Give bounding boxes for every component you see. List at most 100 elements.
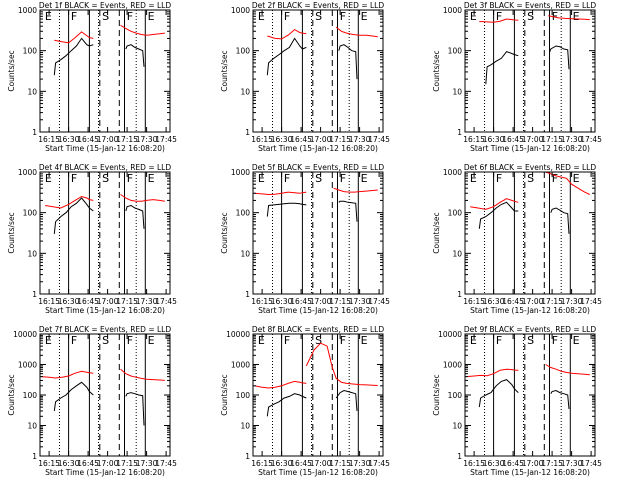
events-series-line [125, 392, 145, 426]
x-tick-label: 16:15 [463, 459, 485, 468]
x-tick-label: 16:30 [483, 135, 505, 144]
x-tick-label: 17:30 [561, 135, 583, 144]
lld-series-line [54, 31, 94, 44]
y-tick-label: 10000 [226, 330, 250, 339]
x-tick-label: 17:45 [580, 135, 602, 144]
y-axis-label: Counts/sec [220, 374, 229, 415]
lld-series-line [305, 342, 378, 386]
panel-title: Det 6f BLACK = Events, RED = LLD [464, 163, 597, 172]
marker-letter: E [470, 334, 477, 347]
y-tick-label: 1000 [443, 361, 462, 370]
y-tick-label: 100 [236, 209, 251, 218]
y-tick-label: 10 [452, 249, 462, 258]
x-axis-label: Start Time (15-Jan-12 16:08:20) [45, 468, 165, 477]
y-tick-label: 100 [23, 47, 38, 56]
x-tick-label: 17:15 [541, 459, 563, 468]
y-tick-label: 10000 [438, 330, 462, 339]
x-tick-label: 16:45 [502, 135, 524, 144]
y-tick-label: 1 [457, 290, 462, 299]
marker-letter: S [102, 10, 109, 23]
x-tick-label: 17:30 [561, 297, 583, 306]
marker-letter: F [340, 334, 346, 347]
x-tick-label: 17:00 [522, 459, 544, 468]
x-axis-label: Start Time (15-Jan-12 16:08:20) [258, 144, 378, 153]
marker-letter: F [284, 172, 290, 185]
y-axis-label: Counts/sec [220, 212, 229, 253]
x-tick-label: 16:30 [271, 135, 293, 144]
y-tick-label: 10 [240, 422, 250, 431]
x-tick-label: 17:30 [136, 297, 158, 306]
panel-title: Det 7f BLACK = Events, RED = LLD [39, 325, 172, 334]
lld-series-line [470, 198, 519, 210]
y-tick-label: 1000 [18, 6, 37, 15]
y-axis-label: Counts/sec [432, 50, 441, 91]
lld-series-line [254, 191, 307, 196]
x-axis-label: Start Time (15-Jan-12 16:08:20) [258, 468, 378, 477]
x-tick-label: 17:00 [97, 297, 119, 306]
y-axis-label: Counts/sec [220, 50, 229, 91]
marker-letter: S [102, 334, 109, 347]
events-series-line [335, 389, 358, 411]
y-tick-label: 10000 [13, 330, 37, 339]
x-tick-label: 17:00 [310, 459, 332, 468]
plot-frame [252, 9, 384, 133]
x-axis-label: Start Time (15-Jan-12 16:08:20) [470, 468, 590, 477]
x-tick-label: 17:15 [329, 297, 351, 306]
x-tick-label: 16:45 [77, 297, 99, 306]
events-series-line [125, 44, 145, 67]
y-tick-label: 10 [27, 87, 37, 96]
x-tick-label: 17:00 [310, 135, 332, 144]
marker-letter: F [552, 10, 558, 23]
events-series-line [125, 204, 145, 229]
x-tick-label: 16:45 [502, 459, 524, 468]
events-series-line [478, 379, 519, 408]
marker-letter: E [148, 172, 155, 185]
events-series-line [549, 45, 570, 70]
events-series-line [338, 200, 358, 222]
marker-letter: S [527, 10, 534, 23]
marker-letter: S [315, 10, 322, 23]
y-tick-label: 1000 [443, 168, 462, 177]
lld-series-line [120, 368, 165, 381]
x-tick-label: 17:15 [541, 135, 563, 144]
y-tick-label: 100 [448, 47, 463, 56]
marker-letter: S [315, 334, 322, 347]
y-axis-label: Counts/sec [432, 212, 441, 253]
y-tick-label: 1 [245, 128, 250, 137]
y-tick-label: 10 [27, 422, 37, 431]
events-series-line [266, 202, 307, 217]
lld-series-line [548, 15, 590, 21]
lld-series-line [335, 26, 378, 38]
x-tick-label: 16:15 [251, 459, 273, 468]
lld-series-line [545, 364, 590, 376]
x-axis-label: Start Time (15-Jan-12 16:08:20) [45, 144, 165, 153]
x-tick-label: 17:30 [136, 135, 158, 144]
marker-letter: E [258, 334, 265, 347]
marker-letter: F [284, 334, 290, 347]
x-tick-label: 17:15 [329, 135, 351, 144]
y-tick-label: 1 [32, 452, 37, 461]
marker-letter: E [45, 10, 52, 23]
panel-title: Det 2f BLACK = Events, RED = LLD [252, 1, 385, 10]
x-tick-label: 16:30 [271, 297, 293, 306]
marker-letter: F [496, 10, 502, 23]
x-tick-label: 17:15 [329, 459, 351, 468]
events-series-line [53, 197, 94, 234]
marker-letter: S [527, 334, 534, 347]
panel-title: Det 3f BLACK = Events, RED = LLD [464, 1, 597, 10]
panel-title: Det 1f BLACK = Events, RED = LLD [39, 1, 172, 10]
y-tick-label: 100 [23, 391, 38, 400]
x-tick-label: 17:45 [368, 297, 390, 306]
y-tick-label: 1000 [231, 361, 250, 370]
x-tick-label: 16:30 [271, 459, 293, 468]
x-tick-label: 17:45 [580, 459, 602, 468]
y-tick-label: 100 [236, 47, 251, 56]
x-tick-label: 17:15 [541, 297, 563, 306]
y-tick-label: 1 [32, 128, 37, 137]
y-tick-label: 1000 [18, 361, 37, 370]
x-tick-label: 16:15 [38, 297, 60, 306]
y-axis-label: Counts/sec [432, 374, 441, 415]
